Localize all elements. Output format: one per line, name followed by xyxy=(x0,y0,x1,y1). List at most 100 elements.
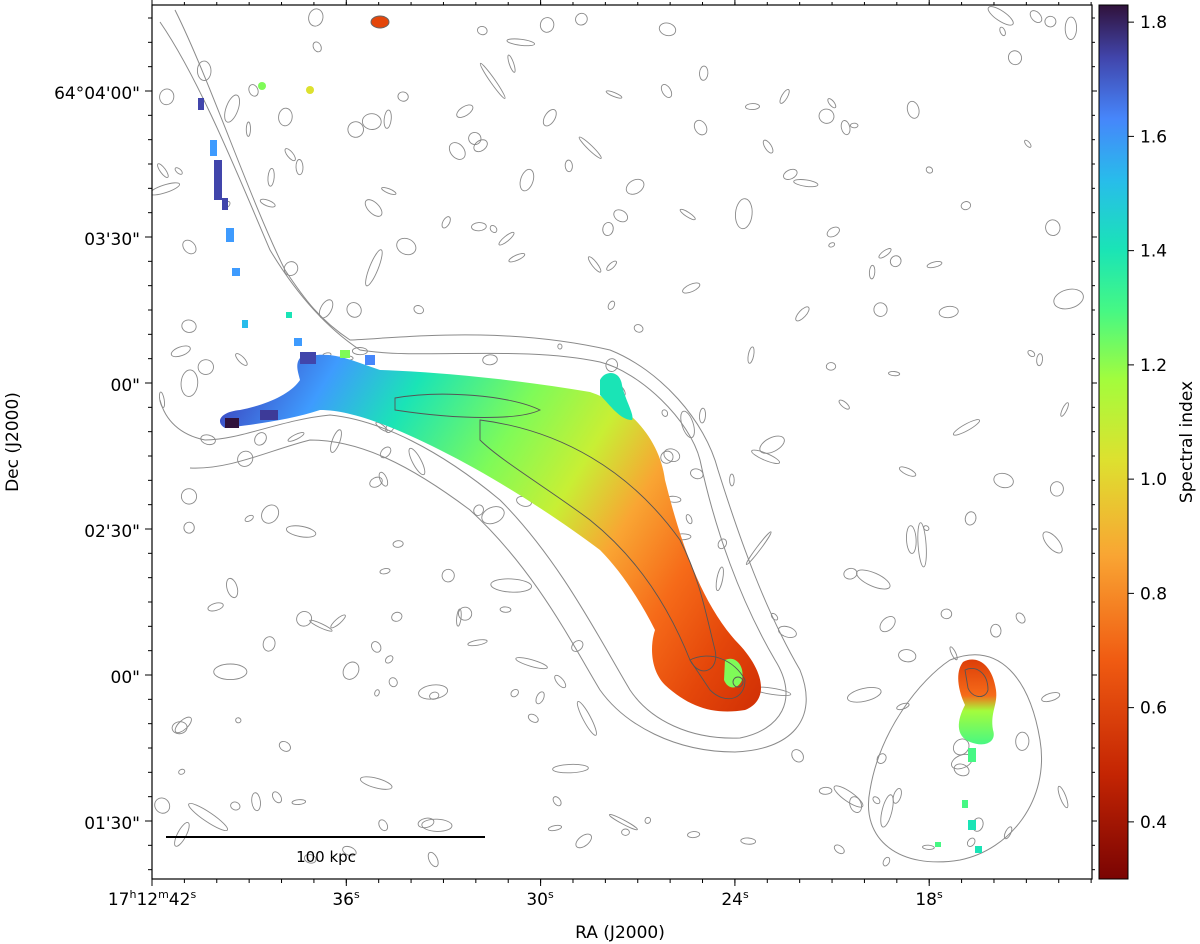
noise-contour xyxy=(171,721,188,735)
noise-contour xyxy=(888,371,901,377)
noise-contour xyxy=(680,410,695,439)
noise-contour xyxy=(1015,612,1026,624)
noise-contour xyxy=(237,450,254,467)
x-tick-label-18: 18s xyxy=(915,888,943,910)
noise-contour xyxy=(183,521,195,534)
noise-contour xyxy=(953,763,970,777)
noise-contour xyxy=(152,182,181,196)
noise-contour xyxy=(182,239,197,255)
noise-contour xyxy=(303,854,317,864)
noise-contour xyxy=(625,178,645,195)
noise-contour xyxy=(576,700,597,736)
noise-contour xyxy=(174,167,183,175)
noise-contour xyxy=(779,88,790,104)
noise-contour xyxy=(391,611,403,622)
noise-contour xyxy=(248,84,259,97)
noise-contour xyxy=(1041,692,1061,703)
noise-contour xyxy=(284,148,296,162)
noise-contour xyxy=(476,26,488,36)
noise-contour xyxy=(925,166,934,174)
noise-contour xyxy=(699,407,706,424)
x-tick-label-24: 24s xyxy=(721,888,749,910)
noise-contour xyxy=(987,6,1014,26)
noise-contour xyxy=(833,844,845,855)
noise-contour xyxy=(519,168,535,192)
noise-contour xyxy=(417,817,435,829)
noise-contour xyxy=(159,88,175,106)
noise-contour xyxy=(882,856,891,867)
noise-contour xyxy=(379,567,391,575)
noise-contour xyxy=(490,578,533,593)
noise-contour xyxy=(361,113,382,130)
noise-contour xyxy=(230,801,241,811)
noise-contour xyxy=(658,22,677,37)
noise-contour xyxy=(244,514,254,522)
noise-contour xyxy=(392,540,404,548)
noise-contour xyxy=(408,447,426,476)
noise-contour xyxy=(993,472,1014,489)
noise-contour xyxy=(542,109,557,127)
noise-contour xyxy=(793,179,819,188)
colorbar: 0.4 0.6 0.8 1.0 1.2 1.4 1.6 1.8 Spectral index xyxy=(1098,4,1197,880)
noise-contour xyxy=(833,785,864,808)
noise-contour xyxy=(1015,731,1030,751)
noise-contour xyxy=(178,768,186,775)
noise-contour xyxy=(613,209,629,223)
noise-contour xyxy=(1036,353,1044,367)
noise-contour xyxy=(188,802,229,832)
noise-contour xyxy=(527,713,539,723)
noise-contour xyxy=(359,776,393,790)
scale-bar-label: 100 kpc xyxy=(296,848,356,866)
y-tick-label-3: 02'30" xyxy=(84,522,140,542)
noise-contour xyxy=(906,525,917,554)
noise-contour xyxy=(378,471,389,487)
noise-contour xyxy=(385,655,394,664)
noise-contour xyxy=(254,432,267,446)
noise-contour xyxy=(747,346,755,364)
noise-contour xyxy=(342,661,360,680)
noise-contour xyxy=(1064,16,1078,40)
noise-contour xyxy=(917,522,927,568)
noise-contour xyxy=(441,216,451,229)
noise-contour xyxy=(468,132,482,145)
noise-contour xyxy=(421,818,453,832)
noise-contour xyxy=(271,791,283,804)
noise-contour xyxy=(180,369,199,397)
noise-contour xyxy=(880,794,894,828)
noise-contour xyxy=(539,17,555,33)
noise-contour xyxy=(818,786,833,795)
noise-contour xyxy=(687,831,701,839)
noise-contour xyxy=(285,525,317,538)
noise-contour xyxy=(283,261,299,276)
noise-contour xyxy=(575,833,592,849)
noise-contour xyxy=(346,302,362,318)
noise-contour xyxy=(262,636,276,652)
noise-contour xyxy=(154,797,171,814)
y-tick-label-0: 64°04'00" xyxy=(54,84,140,104)
noise-contour xyxy=(889,255,902,268)
noise-contour xyxy=(575,12,588,26)
noise-contour xyxy=(441,568,455,583)
noise-contour xyxy=(878,248,892,259)
noise-contour xyxy=(1053,288,1084,310)
colorbar-strip xyxy=(1098,4,1129,880)
noise-contour xyxy=(608,814,638,831)
noise-contour xyxy=(287,432,305,442)
noise-contour xyxy=(795,306,810,322)
noise-contour xyxy=(578,136,602,159)
noise-contour xyxy=(554,674,567,689)
noise-contour xyxy=(898,649,917,663)
noise-contour xyxy=(213,663,248,681)
noise-contour xyxy=(1057,785,1069,809)
noise-contour xyxy=(369,476,383,488)
noise-contour xyxy=(413,305,424,315)
y-tick-label-5: 01'30" xyxy=(84,814,140,834)
noise-contour xyxy=(826,226,840,238)
colorbar-tick-label: 0.4 xyxy=(1140,813,1167,833)
x-tick-label-36: 36s xyxy=(332,888,360,910)
noise-contour xyxy=(940,608,953,620)
noise-contour xyxy=(251,792,261,812)
noise-contour xyxy=(379,446,392,459)
noise-contour xyxy=(388,677,398,688)
